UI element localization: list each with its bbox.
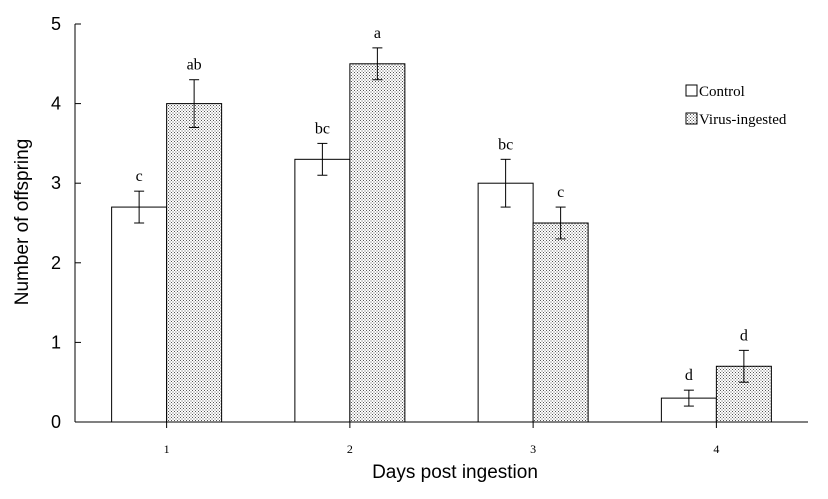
bar-control — [111, 206, 168, 423]
x-tick-label: 3 — [530, 442, 536, 456]
bar-control — [294, 158, 351, 423]
y-tick-label: 5 — [51, 14, 61, 34]
significance-letters: c bc bc d ab a c d — [136, 25, 748, 384]
x-axis-label: Days post ingestion — [372, 462, 538, 483]
bar-virus-ingested — [349, 63, 406, 423]
significance-letter: bc — [498, 136, 513, 153]
y-tick-label: 1 — [51, 332, 61, 352]
significance-letter: ab — [187, 57, 202, 74]
significance-letter: c — [557, 184, 564, 201]
y-tick-label: 3 — [51, 173, 61, 193]
bars — [111, 63, 772, 423]
legend-label: Control — [699, 84, 745, 100]
x-tick-label: 2 — [347, 442, 353, 456]
significance-letter: bc — [315, 120, 330, 137]
legend-swatch-control — [685, 84, 698, 97]
y-tick-label: 0 — [51, 412, 61, 432]
y-tick-labels: 0 1 2 3 4 5 — [51, 14, 61, 432]
x-tick-label: 1 — [164, 442, 170, 456]
significance-letter: d — [740, 327, 748, 344]
x-tick-labels: 1 2 3 4 — [164, 442, 720, 456]
significance-letter: c — [136, 168, 143, 185]
y-tick-label: 2 — [51, 253, 61, 273]
legend: Control Virus-ingested — [685, 84, 787, 128]
bar-virus-ingested — [532, 222, 589, 423]
error-bars — [134, 47, 749, 407]
legend-label: Virus-ingested — [699, 112, 787, 128]
bar-virus-ingested — [166, 103, 223, 423]
y-axis-label: Number of offspring — [12, 139, 33, 306]
legend-swatch-virus-ingested — [685, 112, 698, 125]
y-tick-label: 4 — [51, 94, 61, 114]
significance-letter: a — [374, 25, 381, 42]
x-tick-label: 4 — [713, 442, 719, 456]
significance-letter: d — [685, 367, 693, 384]
bar-control — [477, 182, 534, 423]
